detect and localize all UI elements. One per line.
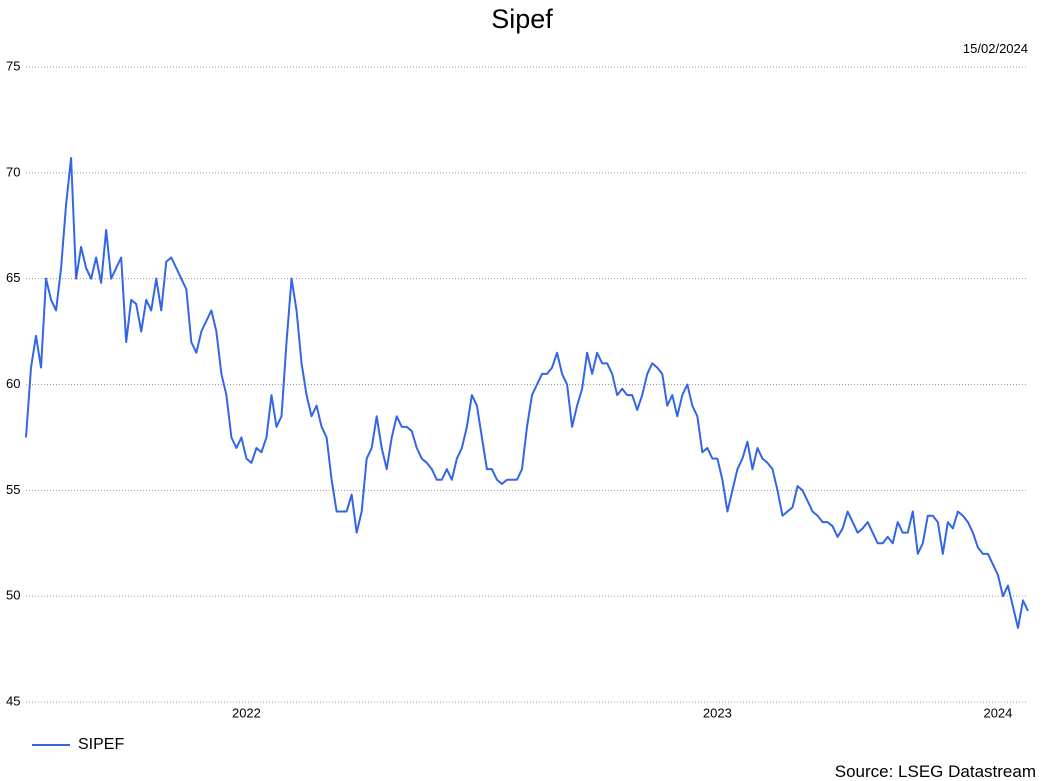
y-tick-label: 55 xyxy=(6,482,20,497)
source-label: Source: LSEG Datastream xyxy=(835,762,1036,781)
y-tick-label: 45 xyxy=(6,693,20,708)
date-label: 15/02/2024 xyxy=(963,41,1028,56)
x-tick-label: 2024 xyxy=(983,705,1012,720)
y-tick-label: 65 xyxy=(6,270,20,285)
y-tick-label: 75 xyxy=(6,58,20,73)
legend-label: SIPEF xyxy=(78,736,124,753)
y-tick-label: 50 xyxy=(6,588,20,603)
x-tick-label: 2022 xyxy=(232,705,261,720)
y-tick-label: 70 xyxy=(6,164,20,179)
chart-title: Sipef xyxy=(491,4,553,34)
y-tick-label: 60 xyxy=(6,376,20,391)
x-tick-label: 2023 xyxy=(703,705,732,720)
line xyxy=(25,157,1029,629)
